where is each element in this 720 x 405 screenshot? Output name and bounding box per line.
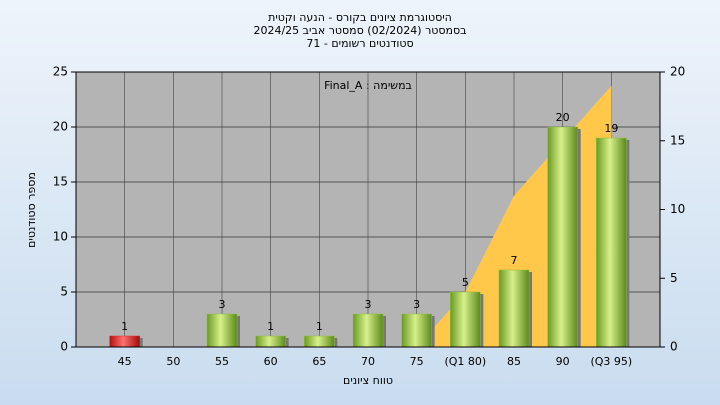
bar [401,313,432,348]
chart-subtitle: סטודנטים רשומים - 71 [306,37,413,50]
value-label: 1 [316,320,323,333]
y-tick-label: 20 [53,120,68,134]
bar [304,335,335,348]
x-tick-label: 70 [361,355,375,368]
y2-tick-label: 0 [670,340,678,354]
chart-title: היסטוגרמת ציונים בקורס - הנעה וקטית [268,11,452,24]
x-tick-label: 60 [264,355,278,368]
y-axis-label: מספר סטודנטים [25,172,38,248]
x-tick-label: 85 [507,355,521,368]
value-label: 3 [413,298,420,311]
bar [596,137,627,348]
bar [206,313,238,348]
value-label: 7 [511,254,518,267]
x-tick-label: (Q3 95) [590,355,632,368]
y-tick-label: 15 [53,175,68,189]
y-tick-label: 5 [60,285,68,299]
x-tick-label: 65 [312,355,326,368]
y2-tick-label: 10 [670,202,685,216]
bar [450,291,481,348]
plot-frame [75,71,661,348]
bar [109,335,140,348]
y2-tick-label: 20 [670,65,685,79]
bar [352,313,384,348]
y-tick-label: 25 [53,65,68,79]
x-tick-label: 50 [166,355,180,368]
bar [498,269,530,348]
value-label: 19 [604,122,618,135]
value-label: 3 [365,298,372,311]
y-tick-label: 10 [53,230,68,244]
x-axis-label: טווח ציונים [343,374,393,387]
y2-tick-label: 15 [670,133,685,147]
x-tick-label: 55 [215,355,229,368]
x-tick-label: 45 [118,355,132,368]
x-tick-label: 75 [410,355,424,368]
y-tick-label: 0 [60,340,68,354]
y2-tick-label: 5 [670,271,678,285]
bar [547,126,578,348]
value-label: 1 [121,320,128,333]
value-label: 5 [462,276,469,289]
x-tick-label: 90 [556,355,570,368]
x-tick-label: (Q1 80) [444,355,486,368]
bar [255,335,286,348]
value-label: 1 [267,320,274,333]
value-label: 20 [556,111,570,124]
chart-subtitle: בסמסטר (02/2024) סמסטר אביב 2024/25 [253,24,466,37]
value-label: 3 [219,298,226,311]
